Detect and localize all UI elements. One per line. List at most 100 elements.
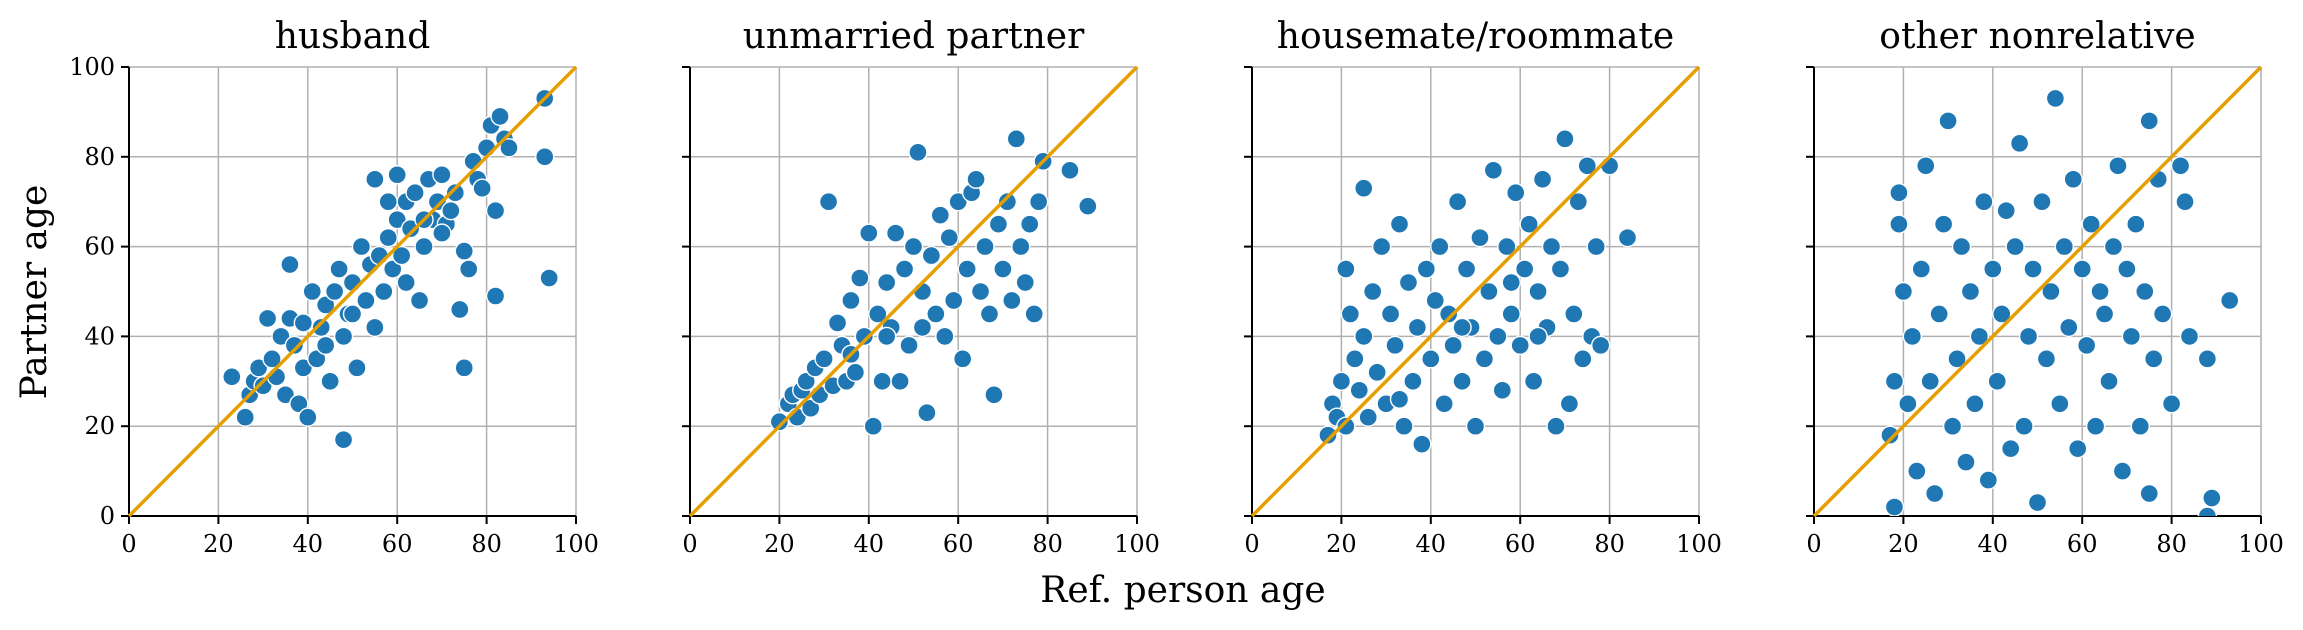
x-tick-label: 0 <box>121 530 136 558</box>
data-point <box>293 313 314 333</box>
data-point <box>1452 371 1472 391</box>
data-point <box>311 317 331 338</box>
data-point <box>298 407 318 427</box>
data-point <box>324 281 345 302</box>
data-point <box>1528 326 1548 347</box>
data-point <box>997 191 1018 212</box>
data-point <box>400 218 421 239</box>
data-point <box>1568 191 1589 212</box>
data-point <box>1497 236 1517 257</box>
data-point <box>1573 349 1593 369</box>
data-point <box>908 142 928 163</box>
reference-line <box>127 65 578 518</box>
data-point <box>2032 191 2052 212</box>
data-point <box>1978 470 1999 490</box>
x-tick-label: 80 <box>1032 530 1063 558</box>
data-point <box>1024 304 1044 324</box>
data-point <box>988 214 1009 234</box>
data-point <box>284 335 305 356</box>
data-point <box>930 205 951 225</box>
panel-title: other nonrelative <box>1879 16 2195 57</box>
data-point <box>2170 156 2191 176</box>
data-point <box>1546 416 1566 436</box>
data-point <box>957 259 977 279</box>
data-point <box>921 245 942 266</box>
reference-line <box>1812 65 2263 518</box>
x-tick-label: 80 <box>2156 530 2187 558</box>
data-point <box>845 362 866 383</box>
data-point <box>1470 227 1490 248</box>
data-point <box>459 259 479 279</box>
data-point <box>262 349 282 369</box>
data-point <box>1942 416 1963 436</box>
data-point <box>1902 326 1923 347</box>
data-point <box>912 281 933 302</box>
data-point <box>432 165 452 185</box>
data-point <box>1528 281 1548 302</box>
data-point <box>499 138 519 158</box>
data-point <box>814 349 834 369</box>
data-point <box>1933 214 1954 234</box>
y-tick-label: 100 <box>69 53 115 81</box>
data-point <box>235 407 255 427</box>
data-point <box>1911 259 1931 279</box>
data-point <box>2117 259 2137 279</box>
x-tick-label: 100 <box>2238 530 2284 558</box>
data-point <box>2054 236 2075 257</box>
data-point <box>2103 236 2124 257</box>
data-point <box>796 371 816 391</box>
x-tick-label: 40 <box>1416 530 1447 558</box>
data-point <box>378 191 398 212</box>
data-point <box>351 236 372 257</box>
data-point <box>356 290 376 311</box>
data-point <box>463 151 483 171</box>
data-point <box>2050 394 2070 414</box>
data-point <box>1884 371 1905 391</box>
data-point <box>1983 259 2003 279</box>
data-point <box>2099 371 2119 391</box>
data-point <box>1590 335 1611 356</box>
data-point <box>1479 281 1499 302</box>
data-point <box>912 317 933 338</box>
data-point <box>1938 111 1958 131</box>
data-point <box>769 412 790 432</box>
data-point <box>1371 236 1392 257</box>
data-point <box>315 295 336 315</box>
data-point <box>952 349 973 369</box>
data-point <box>1465 416 1486 436</box>
data-point <box>257 308 278 329</box>
data-point <box>1617 227 1638 248</box>
panel-3: 0 20 40 60 80 100 other nonrelative <box>1806 16 2284 558</box>
data-point <box>1488 326 1508 347</box>
data-point <box>1407 317 1428 338</box>
data-point <box>1929 304 1949 324</box>
data-point <box>1987 371 2007 391</box>
data-point <box>2063 169 2083 189</box>
data-point <box>289 394 309 414</box>
x-tick-label: 20 <box>1888 530 1919 558</box>
data-point <box>872 371 892 391</box>
data-point <box>320 371 340 391</box>
data-point <box>1884 497 1905 516</box>
data-point <box>885 223 906 243</box>
data-point <box>2068 438 2088 459</box>
data-point <box>2152 304 2173 324</box>
data-point <box>1028 191 1049 212</box>
data-point <box>917 403 937 423</box>
data-point <box>1394 416 1414 436</box>
points-group <box>1318 129 1638 454</box>
data-point <box>1336 259 1356 279</box>
data-point <box>1020 214 1040 234</box>
panel-2: 0 20 40 60 80 100 housemate/roommate <box>1244 16 1722 558</box>
data-point <box>2023 259 2043 279</box>
data-point <box>1960 281 1981 302</box>
data-point <box>1523 371 1544 391</box>
points-group <box>769 129 1098 436</box>
data-point <box>1006 129 1027 149</box>
x-tick-label: 40 <box>854 530 885 558</box>
data-point <box>935 326 955 347</box>
data-point <box>1996 200 2016 221</box>
data-point <box>800 398 821 418</box>
data-point <box>378 227 398 248</box>
